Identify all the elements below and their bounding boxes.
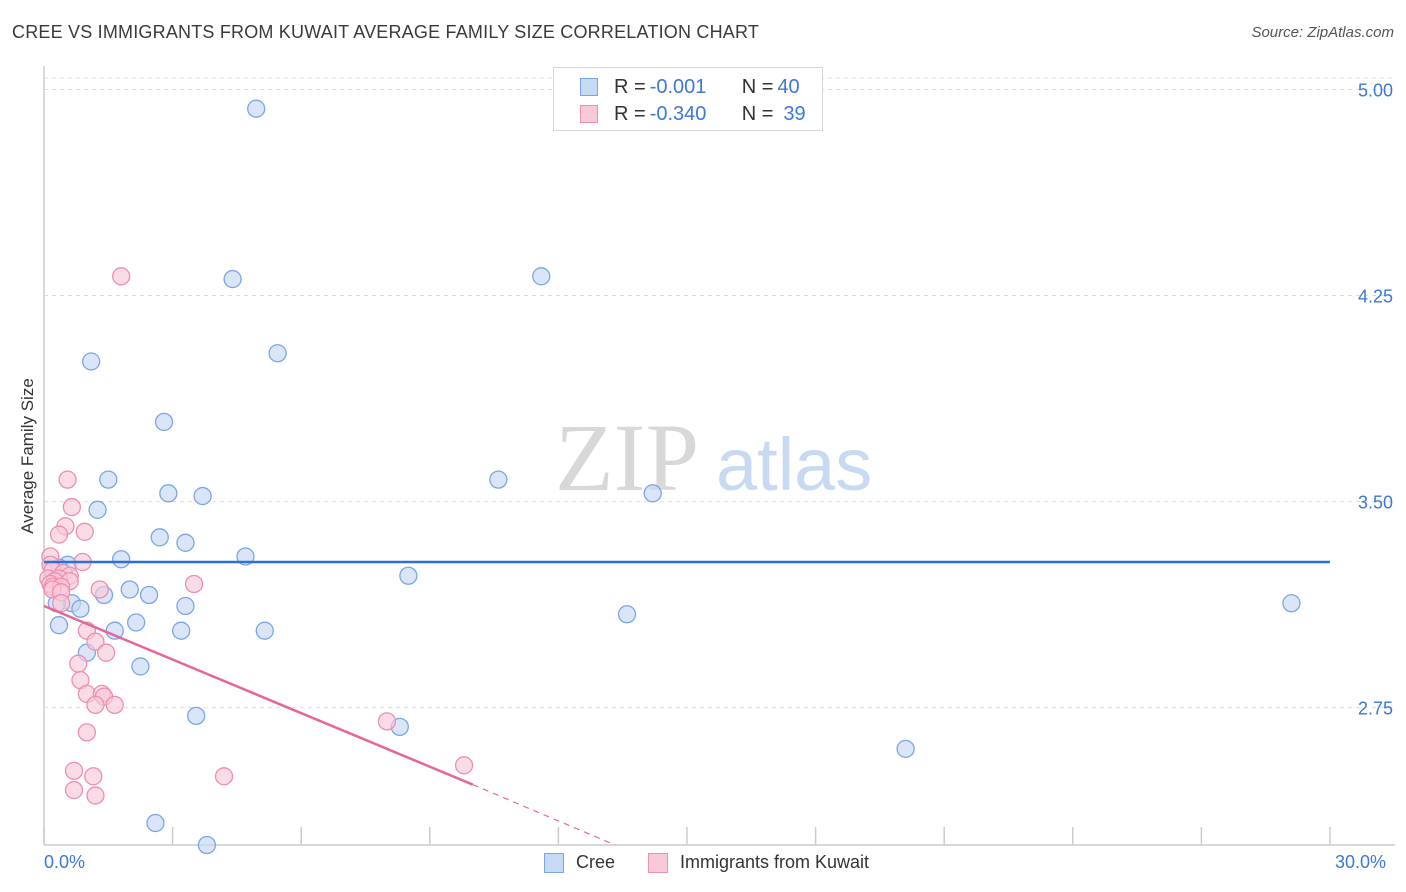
kuwait-point	[58, 470, 77, 489]
legend-swatch-kuwait	[580, 105, 598, 123]
kuwait-point	[84, 767, 103, 786]
cree-point	[120, 580, 139, 599]
cree-point	[255, 621, 274, 640]
cree-point	[643, 484, 662, 503]
y-tick-label: 4.25	[1358, 287, 1393, 307]
kuwait-point	[62, 497, 82, 517]
bottom-legend-kuwait: Immigrants from Kuwait	[648, 852, 869, 873]
bottom-legend-label-cree: Cree	[576, 852, 616, 872]
legend-n-value: 40	[777, 75, 800, 98]
kuwait-point	[214, 767, 234, 786]
cree-point	[99, 470, 118, 489]
kuwait-point	[51, 594, 71, 613]
legend-r-label: R =	[614, 75, 646, 98]
kuwait-point	[64, 761, 84, 780]
kuwait-point	[49, 525, 69, 544]
x-tick-label-max: 30.0%	[1335, 852, 1387, 872]
kuwait-trendline-extension	[472, 784, 616, 846]
legend-row-kuwait: R = -0.340 N = 39	[554, 100, 806, 128]
cree-point	[1282, 594, 1301, 613]
cree-point	[247, 99, 266, 118]
cree-point	[223, 269, 242, 289]
kuwait-point	[86, 695, 105, 715]
kuwait-point	[64, 780, 84, 800]
legend: R = -0.001 N = 40 R = -0.340 N = 39	[553, 67, 823, 131]
legend-n-value: 39	[783, 102, 806, 125]
cree-point	[617, 605, 637, 624]
cree-point	[532, 267, 551, 286]
cree-point	[268, 344, 287, 363]
cree-point	[82, 352, 101, 371]
y-tick-label: 3.50	[1358, 493, 1393, 513]
kuwait-point	[454, 756, 474, 775]
cree-point	[172, 621, 191, 640]
kuwait-point	[377, 712, 397, 731]
legend-r-value: -0.340	[649, 102, 707, 125]
cree-point	[896, 739, 915, 758]
cree-point	[139, 585, 159, 605]
cree-point	[71, 599, 90, 618]
y-tick-label: 5.00	[1358, 80, 1393, 100]
legend-row-cree: R = -0.001 N = 40	[554, 73, 800, 101]
legend-swatch-cree	[580, 78, 598, 96]
legend-n-label: N =	[741, 75, 774, 98]
cree-point	[399, 566, 418, 585]
y-tick-label: 2.75	[1358, 699, 1393, 719]
cree-point	[150, 528, 169, 547]
cree-point	[127, 613, 146, 632]
kuwait-point	[69, 654, 88, 673]
bottom-legend-cree: Cree	[544, 852, 615, 873]
watermark-zip: ZIP	[555, 404, 699, 511]
cree-point	[176, 596, 195, 616]
cree-point	[197, 835, 217, 855]
legend-r-label: R =	[614, 102, 646, 125]
legend-r-value: -0.001	[649, 75, 707, 98]
kuwait-point	[75, 522, 94, 541]
cree-point	[154, 412, 174, 432]
kuwait-point	[184, 574, 204, 594]
cree-point	[187, 706, 206, 726]
kuwait-point	[86, 632, 105, 651]
cree-point	[112, 550, 131, 569]
bottom-legend-swatch-cree	[544, 852, 564, 873]
x-tick-label-min: 0.0%	[44, 852, 86, 872]
kuwait-point	[97, 643, 116, 662]
cree-point	[193, 486, 212, 506]
kuwait-point	[112, 267, 131, 286]
kuwait-point	[105, 695, 124, 715]
kuwait-trendline	[43, 604, 474, 786]
legend-n-label: N =	[741, 102, 774, 125]
cree-point	[146, 813, 165, 833]
source-label: Source: ZipAtlas.com	[1251, 24, 1394, 41]
bottom-legend-swatch-kuwait	[648, 852, 668, 873]
bottom-legend-label-kuwait: Immigrants from Kuwait	[680, 852, 870, 872]
cree-point	[131, 657, 150, 676]
cree-point	[176, 533, 195, 552]
kuwait-point	[90, 580, 109, 599]
cree-point	[159, 484, 178, 503]
kuwait-point	[86, 786, 105, 805]
cree-point	[88, 500, 107, 519]
watermark-atlas: atlas	[716, 423, 872, 506]
cree-point	[489, 470, 508, 489]
cree-point	[49, 616, 69, 635]
kuwait-point	[77, 723, 97, 742]
chart-title: CREE VS IMMIGRANTS FROM KUWAIT AVERAGE F…	[12, 22, 760, 42]
